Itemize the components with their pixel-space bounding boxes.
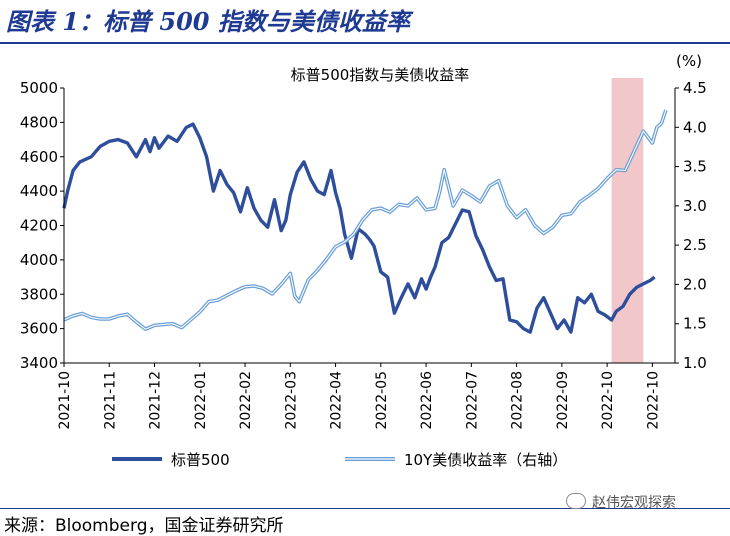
highlight-band xyxy=(611,78,644,363)
right-tick-label: 1.0 xyxy=(683,354,707,372)
right-tick-label: 1.5 xyxy=(683,315,707,333)
figure-title: 图表 1：标普 500 指数与美债收益率 xyxy=(6,7,410,36)
x-tick-label: 2022-10 xyxy=(645,371,661,430)
x-tick-label: 2021-10 xyxy=(57,371,73,430)
x-tick-label: 2022-04 xyxy=(329,371,345,430)
left-tick-label: 3600 xyxy=(20,320,58,338)
x-tick-label: 2021-11 xyxy=(102,371,118,430)
left-tick-label: 3800 xyxy=(20,285,58,303)
watermark: 赵伟宏观探索 xyxy=(566,492,676,512)
right-tick-label: 3.0 xyxy=(683,197,707,215)
chart: 标普500指数与美债收益率 (%) 3400 3600 3800 4000 4200 44… xyxy=(20,52,707,469)
x-tick-label: 2022-06 xyxy=(419,371,435,430)
left-tick-label: 5000 xyxy=(20,79,58,97)
legend-label-yield: 10Y美债收益率（右轴） xyxy=(404,451,567,469)
left-tick-label: 4800 xyxy=(20,113,58,131)
x-tick-label: 2022-09 xyxy=(555,371,571,430)
right-tick-label: 2.5 xyxy=(683,236,707,254)
series-line-spx xyxy=(62,122,656,334)
right-tick-label: 3.5 xyxy=(683,158,707,176)
source-rule xyxy=(0,508,730,509)
x-tick-label: 2022-01 xyxy=(193,371,209,430)
legend-label-spx: 标普500 xyxy=(171,451,230,469)
x-tick-label: 2021-12 xyxy=(148,371,164,430)
right-tick-label: 4.0 xyxy=(683,118,707,136)
left-tick-label: 3400 xyxy=(20,354,58,372)
x-tick-label: 2022-05 xyxy=(374,371,390,430)
series-line-yield-inner xyxy=(63,109,667,330)
x-tick-label: 2022-02 xyxy=(238,371,254,430)
x-tick-label: 2022-10 xyxy=(600,371,616,430)
source-note: 来源：Bloomberg，国金证券研究所 xyxy=(4,516,284,536)
right-tick-label: 2.0 xyxy=(683,275,707,293)
right-tick-label: 4.5 xyxy=(683,79,707,97)
x-tick-label: 2022-07 xyxy=(464,371,480,430)
right-axis-unit: (%) xyxy=(676,52,702,70)
x-tick-label: 2022-08 xyxy=(510,371,526,430)
chart-title: 标普500指数与美债收益率 xyxy=(291,66,470,84)
x-tick-label: 2022-03 xyxy=(283,371,299,430)
left-tick-label: 4200 xyxy=(20,217,58,235)
left-tick-label: 4400 xyxy=(20,182,58,200)
title-rule xyxy=(0,42,730,44)
left-tick-label: 4000 xyxy=(20,251,58,269)
left-tick-label: 4600 xyxy=(20,148,58,166)
wechat-icon xyxy=(566,493,586,509)
